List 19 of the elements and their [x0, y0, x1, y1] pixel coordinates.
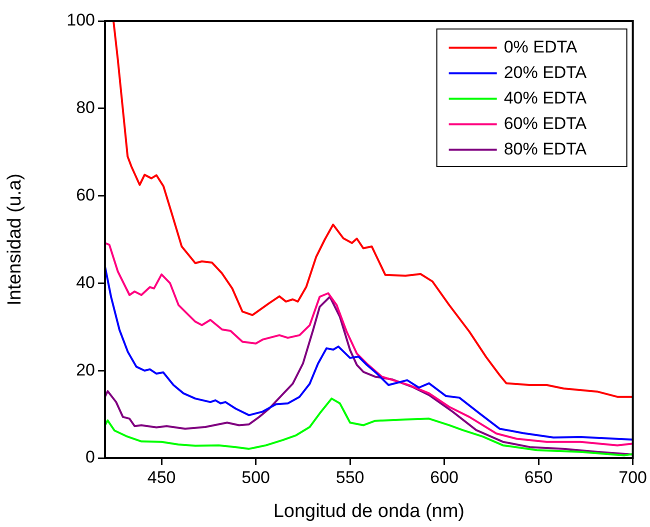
- y-tick-label: 40: [76, 272, 95, 292]
- x-axis-title: Longitud de onda (nm): [273, 500, 465, 522]
- y-tick-label: 20: [76, 360, 95, 380]
- x-tick-label: 600: [430, 468, 458, 487]
- legend-label: 20% EDTA: [504, 62, 588, 82]
- x-tick-label: 450: [147, 468, 176, 487]
- y-tick-label: 100: [66, 10, 95, 30]
- legend-label: 0% EDTA: [504, 37, 578, 56]
- x-tick-label: 650: [524, 468, 553, 487]
- legend-label: 40% EDTA: [504, 88, 588, 108]
- y-axis-title: Intensidad (u.a): [4, 173, 26, 306]
- y-tick-label: 0: [86, 448, 95, 467]
- y-tick-label: 80: [76, 98, 95, 118]
- legend-label: 80% EDTA: [504, 139, 588, 158]
- legend-label: 60% EDTA: [504, 114, 588, 133]
- x-tick-label: 500: [242, 468, 270, 487]
- x-tick-label: 550: [336, 468, 364, 487]
- x-tick-label: 700: [618, 468, 648, 487]
- y-tick-label: 60: [76, 185, 95, 204]
